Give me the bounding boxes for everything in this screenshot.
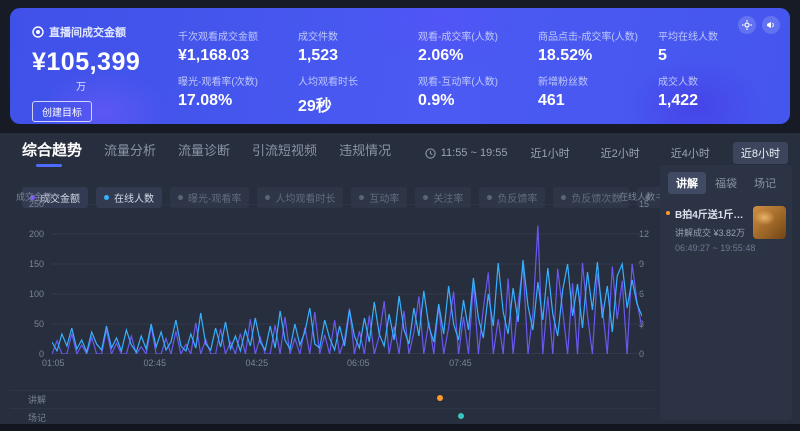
kpi-metrics-grid: 千次观看成交金额 ¥1,168.03 成交件数 1,523 观看-成交率(人数) 2.…: [178, 22, 768, 116]
target-icon: [32, 26, 44, 38]
product-thumbnail: [753, 206, 786, 239]
range-button-8h[interactable]: 近8小时: [732, 142, 788, 164]
metric-card: 商品点击-成交率(人数) 18.52%: [538, 32, 638, 64]
product-title: B拍4斤送1斤共35-4...: [675, 210, 751, 221]
legend-chip-follow[interactable]: 关注率: [415, 186, 472, 208]
legend-dot: [645, 194, 651, 200]
x-tick: 07:45: [449, 358, 472, 368]
x-tick: 02:45: [143, 358, 166, 368]
legend-chip-interaction[interactable]: 互动率: [351, 186, 408, 208]
metric-card: 曝光-观看率(次数) 17.08%: [178, 77, 258, 109]
right-axis-title: 在线人数: [618, 192, 655, 202]
timeline-marker[interactable]: [457, 413, 464, 419]
primary-kpi: 直播间成交金额 ¥105,399 万 创建目标: [32, 24, 172, 122]
settings-gear-icon[interactable]: [738, 16, 756, 34]
legend-chip-online[interactable]: 在线人数: [96, 186, 162, 208]
events-tab-explain[interactable]: 讲解: [668, 172, 706, 194]
trend-chart: 成交金额 在线人数 0 50 100 150 200 250 0 3 6 9 12 15 01:05…: [10, 188, 655, 378]
tab-traffic-analysis[interactable]: 流量分析: [104, 143, 157, 158]
item-bullet: [666, 211, 670, 215]
legend-dot: [104, 194, 109, 200]
megaphone-icon[interactable]: [762, 16, 780, 34]
events-tabs: 讲解 福袋 场记: [660, 165, 792, 194]
y-axis-left: 0 50 100 150 200 250: [28, 199, 44, 359]
legend-dot: [30, 194, 35, 200]
range-button-1h[interactable]: 近1小时: [530, 148, 570, 160]
create-goal-button[interactable]: 创建目标: [32, 101, 92, 122]
section-tabs: 综合趋势 流量分析 流量诊断 引流短视频 违规情况: [22, 139, 391, 167]
primary-kpi-unit: 万: [76, 82, 86, 93]
timeline-marker[interactable]: [436, 395, 443, 401]
main-panel: 综合趋势 流量分析 流量诊断 引流短视频 违规情况 11:55 ~ 19:55 …: [0, 133, 800, 424]
legend-dot: [423, 194, 429, 200]
legend-dot: [561, 194, 567, 200]
range-button-4h[interactable]: 近4小时: [670, 148, 710, 160]
metric-card: 千次观看成交金额 ¥1,168.03: [178, 32, 258, 64]
live-events-panel: 讲解 福袋 场记 B拍4斤送1斤共35-4... 讲解成交 ¥3.82万 06:…: [660, 165, 792, 420]
metric-card: 观看-成交率(人数) 2.06%: [418, 32, 498, 64]
time-controls: 11:55 ~ 19:55 近1小时 近2小时 近4小时 近8小时: [425, 142, 788, 164]
clock-icon: [425, 147, 436, 159]
legend-dot: [265, 194, 271, 200]
legend-chip-avg-watch[interactable]: 人均观看时长: [257, 186, 344, 208]
metric-card: 观看-互动率(人数) 0.9%: [418, 77, 498, 109]
explain-gmv: 讲解成交 ¥3.82万: [675, 228, 746, 238]
x-tick: 04:25: [245, 358, 269, 368]
time-range: 11:55 ~ 19:55: [425, 147, 508, 159]
metric-card: 平均在线人数 5: [658, 32, 718, 64]
explain-time-range: 06:49:27 ~ 19:55:48: [675, 243, 756, 253]
x-tick: 06:05: [347, 358, 370, 368]
legend-chip-negative-rate[interactable]: 负反馈率: [479, 186, 546, 208]
metric-card: 人均观看时长 29秒: [298, 77, 358, 115]
chart-legend: 成交金额 在线人数 曝光-观看率 人均观看时长 互动率 关注率 负反馈率 负反馈…: [22, 165, 758, 229]
legend-chip-negative-count[interactable]: 负反馈次数: [553, 186, 630, 208]
tab-traffic-diagnosis[interactable]: 流量诊断: [178, 143, 231, 158]
events-tab-marker[interactable]: 场记: [754, 178, 776, 190]
timeline-row-explain: 讲解: [10, 390, 655, 405]
legend-dot: [359, 194, 365, 200]
explain-item[interactable]: B拍4斤送1斤共35-4... 讲解成交 ¥3.82万 06:49:27 ~ 1…: [666, 206, 786, 253]
metric-card: 新增粉丝数 461: [538, 77, 588, 109]
left-axis-title: 成交金额: [16, 192, 53, 202]
metric-card: 成交件数 1,523: [298, 32, 339, 64]
legend-dot: [487, 194, 493, 200]
primary-kpi-value: ¥105,399: [32, 48, 141, 76]
metric-card: 成交人数 1,422: [658, 77, 699, 109]
kpi-banner: 直播间成交金额 ¥105,399 万 创建目标 千次观看成交金额 ¥1,168.0…: [10, 8, 790, 124]
events-tab-luckybag[interactable]: 福袋: [715, 178, 737, 190]
timeline-row-marker: 场记: [10, 408, 655, 423]
x-tick: 01:05: [42, 358, 65, 368]
tab-overall-trend[interactable]: 综合趋势: [22, 139, 82, 167]
primary-kpi-label: 直播间成交金额: [49, 27, 126, 39]
range-button-2h[interactable]: 近2小时: [600, 148, 640, 160]
tab-short-video[interactable]: 引流短视频: [252, 143, 318, 158]
bottom-bar: [0, 424, 800, 431]
legend-chip-gmv[interactable]: 成交金额: [22, 186, 88, 208]
tab-violations[interactable]: 违规情况: [339, 143, 392, 158]
trend-chart-svg[interactable]: [52, 204, 642, 354]
legend-dot: [178, 194, 183, 200]
legend-chip-exposure-view[interactable]: 曝光-观看率: [170, 186, 250, 208]
